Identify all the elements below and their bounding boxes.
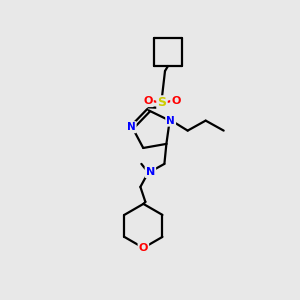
Text: O: O: [143, 96, 153, 106]
Text: O: O: [139, 243, 148, 253]
Text: N: N: [166, 116, 175, 126]
Text: N: N: [127, 122, 136, 132]
Text: S: S: [158, 97, 166, 110]
Text: O: O: [171, 96, 181, 106]
Text: N: N: [146, 167, 155, 177]
